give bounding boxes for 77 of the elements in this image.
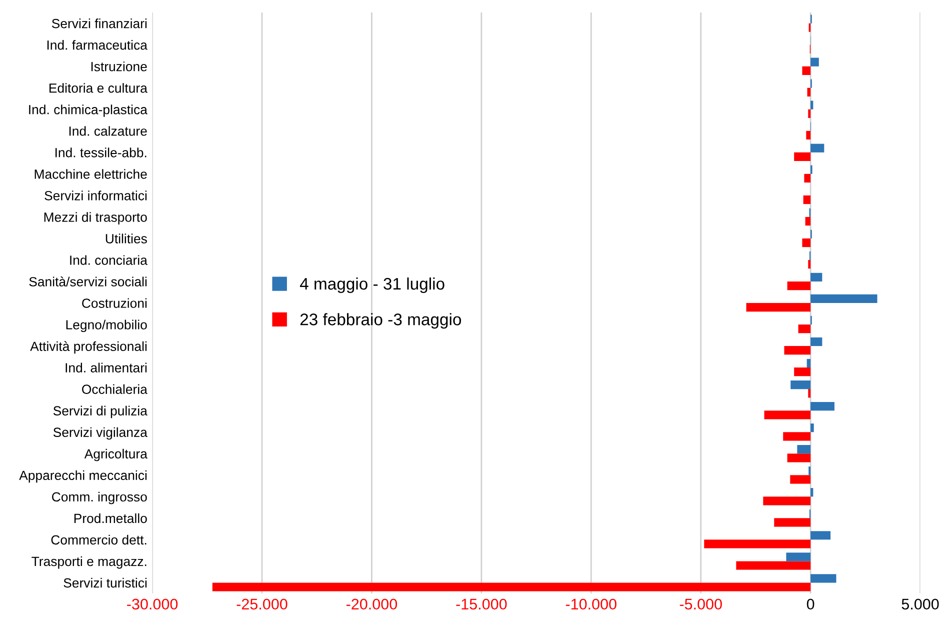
legend-label: 23 febbraio -3 maggio — [300, 313, 462, 329]
x-tick-label: -10.000 — [566, 598, 616, 610]
bar — [704, 540, 811, 548]
bar — [787, 454, 811, 462]
bar — [802, 238, 811, 248]
bar — [810, 272, 822, 282]
y-tick-label: Ind. tessile-abb. — [55, 148, 146, 158]
y-tick-label: Ind. alimentari — [66, 362, 147, 372]
y-tick-label: Comm. ingrosso — [52, 492, 147, 504]
bar — [810, 488, 814, 497]
y-tick-label: Agricoltura — [84, 448, 148, 462]
y-tick-label: Istruzione — [91, 62, 147, 72]
bar — [808, 389, 811, 398]
y-tick-label: Servizi vigilanza — [53, 427, 148, 440]
x-tick-label: -5.000 — [680, 598, 722, 610]
bar — [783, 432, 811, 441]
bar — [808, 260, 811, 269]
y-tick-label: Apparecchi meccanici — [19, 470, 147, 483]
bar — [810, 531, 831, 540]
bar — [764, 410, 811, 420]
bar — [790, 380, 811, 390]
y-tick-label: Ind. calzature — [69, 126, 147, 136]
y-tick-label: Servizi finanziari — [52, 18, 147, 28]
bar — [774, 518, 811, 527]
bar — [802, 66, 811, 75]
bar — [805, 216, 811, 226]
bar — [763, 496, 811, 506]
bar — [794, 368, 811, 376]
y-tick-label: Ind. farmaceutica — [47, 40, 148, 50]
y-tick-label: Costruzioni — [82, 298, 147, 308]
bar — [212, 582, 811, 592]
y-tick-label: Prod.metallo — [74, 513, 147, 524]
y-tick-label: Attività professionali — [30, 341, 147, 354]
bar — [804, 174, 811, 183]
bar — [786, 552, 811, 562]
y-tick-label: Commercio dett. — [51, 534, 146, 545]
bar — [784, 346, 811, 355]
y-tick-label: Occhialeria — [82, 384, 148, 394]
bar — [736, 561, 811, 570]
bar — [746, 303, 811, 312]
y-tick-label: Editoria e cultura — [50, 83, 148, 93]
bar — [806, 130, 811, 140]
bar — [810, 100, 814, 110]
bar — [810, 294, 878, 304]
bar — [810, 144, 824, 152]
y-tick-label: Ind. conciaria — [70, 255, 148, 265]
y-tick-label: Mezzi di trasporto — [44, 212, 147, 224]
bar — [790, 475, 811, 484]
bar — [806, 358, 811, 368]
y-tick-label: Sanità/servizi sociali — [29, 276, 147, 286]
bar — [794, 152, 811, 162]
x-tick-label: -25.000 — [236, 598, 288, 610]
bar — [810, 402, 834, 411]
legend-label: 4 maggio - 31 luglio — [300, 277, 444, 294]
x-tick-label: -20.000 — [346, 598, 398, 610]
y-tick-label: Macchine elettriche — [34, 169, 147, 179]
y-tick-label: Trasporti e magazz. — [32, 556, 146, 569]
x-tick-label: 5.000 — [902, 598, 939, 610]
y-tick-label: Servizi turistici — [64, 578, 147, 588]
x-tick-label: 0 — [806, 598, 814, 610]
y-tick-label: Servizi di pulizia — [53, 406, 148, 418]
x-tick-label: -15.000 — [456, 598, 507, 610]
bar — [810, 337, 822, 346]
bar — [803, 195, 811, 204]
bar — [810, 423, 814, 432]
y-tick-label: Servizi informatici — [44, 190, 147, 200]
bar — [810, 574, 836, 583]
y-tick-label: Utilities — [106, 234, 147, 244]
y-tick-label: Ind. chimica-plastica — [29, 104, 148, 117]
bar — [807, 88, 811, 96]
x-tick-label: -30.000 — [127, 598, 178, 610]
bar — [797, 445, 811, 454]
bar — [798, 324, 811, 334]
bar — [810, 58, 819, 66]
y-tick-label: Legno/mobilio — [66, 320, 147, 332]
bar — [808, 109, 811, 118]
bar — [787, 281, 811, 290]
